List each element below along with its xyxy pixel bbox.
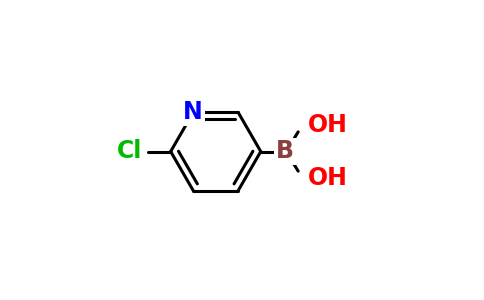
Text: OH: OH bbox=[308, 113, 348, 137]
Text: Cl: Cl bbox=[117, 140, 142, 164]
Text: OH: OH bbox=[308, 166, 348, 190]
Text: B: B bbox=[276, 140, 294, 164]
Text: N: N bbox=[183, 100, 203, 124]
